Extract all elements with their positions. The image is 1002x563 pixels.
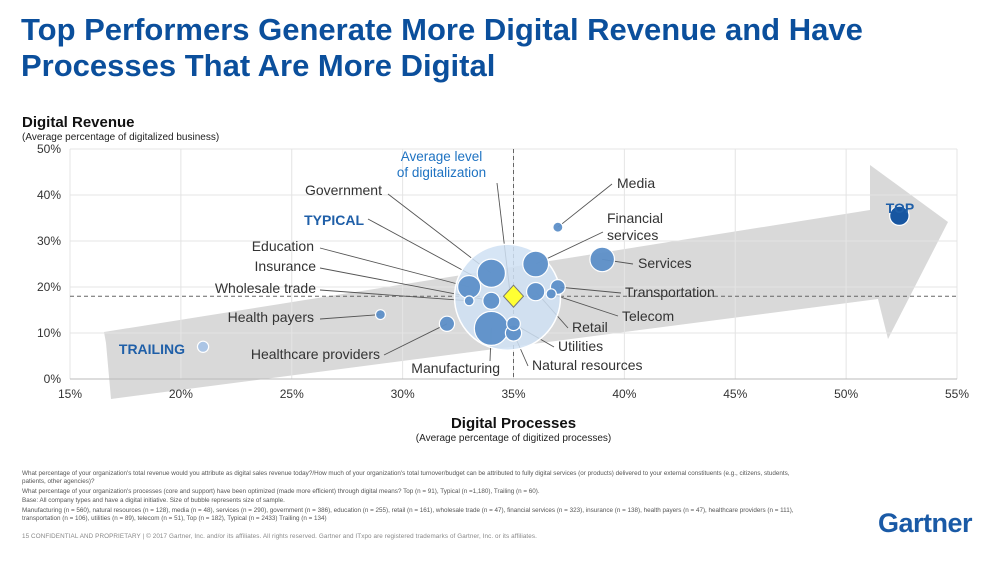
footnotes: What percentage of your organization's t… bbox=[22, 470, 802, 524]
x-axis-subtitle: (Average percentage of digitized process… bbox=[415, 433, 612, 444]
label-telecom: Telecom bbox=[622, 308, 674, 324]
label-wholesale-trade: Wholesale trade bbox=[215, 280, 316, 296]
bubble-services bbox=[589, 246, 616, 273]
footnote-samples: Manufacturing (n = 560), natural resourc… bbox=[22, 506, 794, 522]
x-axis-title: Digital Processes bbox=[450, 415, 577, 432]
y-tick-label: 0% bbox=[44, 372, 62, 386]
bubble-top bbox=[889, 205, 910, 226]
y-tick-label: 30% bbox=[37, 234, 61, 248]
label-natural-resources: Natural resources bbox=[532, 357, 643, 373]
typical-diamond bbox=[502, 284, 525, 308]
bubble-healthcare-providers bbox=[438, 315, 456, 332]
leader-health_payers bbox=[319, 314, 381, 320]
y-axis-title: Digital Revenue bbox=[22, 114, 135, 131]
footer-copyright: 15 CONFIDENTIAL AND PROPRIETARY | © 2017… bbox=[22, 533, 537, 540]
label-manufacturing: Manufacturing bbox=[411, 360, 500, 376]
gartner-logo: Gartner bbox=[877, 508, 973, 538]
y-tick-label: 20% bbox=[37, 280, 61, 294]
bubble-telecom bbox=[545, 288, 557, 300]
footnote-processes: What percentage of your organization's p… bbox=[22, 487, 540, 495]
label-typical: TYPICAL bbox=[304, 212, 364, 228]
bubble-media bbox=[552, 221, 564, 233]
label-healthcare-providers: Healthcare providers bbox=[251, 346, 380, 362]
y-tick-label: 40% bbox=[37, 188, 61, 202]
y-tick-label: 10% bbox=[37, 326, 61, 340]
label-transportation: Transportation bbox=[625, 284, 715, 300]
x-tick-label: 15% bbox=[58, 387, 82, 401]
bubble-health-payers bbox=[374, 309, 386, 321]
x-tick-label: 45% bbox=[723, 387, 747, 401]
label-health-payers: Health payers bbox=[228, 309, 314, 325]
bubble-wholesale-trade bbox=[463, 295, 475, 307]
x-tick-label: 20% bbox=[169, 387, 193, 401]
label-services: Services bbox=[638, 255, 692, 271]
bubble-government bbox=[476, 258, 507, 288]
bubble-trailing bbox=[196, 340, 210, 353]
label-government: Government bbox=[305, 182, 382, 198]
x-tick-label: 55% bbox=[945, 387, 969, 401]
leader-education bbox=[319, 247, 470, 288]
avg-label-line1: Average level bbox=[401, 149, 483, 164]
x-tick-label: 40% bbox=[612, 387, 636, 401]
bubble-financial-services bbox=[522, 250, 550, 278]
label-financial-1: Financial bbox=[607, 210, 663, 226]
label-education: Education bbox=[252, 238, 314, 254]
label-insurance: Insurance bbox=[255, 258, 317, 274]
bubble-education bbox=[457, 274, 482, 300]
avg-label-line2: of digitalization bbox=[397, 165, 486, 180]
footnote-base: Base: All company types and have a digit… bbox=[22, 497, 285, 504]
leader-telecom bbox=[551, 293, 619, 317]
label-utilities: Utilities bbox=[558, 338, 603, 354]
y-axis-subtitle: (Average percentage of digitalized busin… bbox=[22, 132, 220, 143]
bubble-insurance bbox=[482, 291, 501, 310]
bubble-retail bbox=[525, 281, 546, 302]
page-title: Top Performers Generate More Digital Rev… bbox=[21, 12, 863, 83]
label-trailing: TRAILING bbox=[119, 341, 185, 357]
leader-wholesale_trade bbox=[319, 289, 470, 302]
label-retail: Retail bbox=[572, 319, 608, 335]
x-tick-label: 35% bbox=[501, 387, 525, 401]
label-media: Media bbox=[617, 175, 655, 191]
x-tick-label: 30% bbox=[391, 387, 415, 401]
footnote-question: What percentage of your organization's t… bbox=[22, 470, 790, 485]
leader-media bbox=[557, 183, 613, 228]
leader-healthcare_providers bbox=[383, 323, 448, 356]
y-tick-label: 50% bbox=[37, 142, 61, 156]
leader-transportation bbox=[557, 286, 622, 294]
bubble-manufacturing bbox=[473, 310, 509, 346]
label-top: TOP bbox=[886, 200, 915, 216]
bubble-utilities bbox=[506, 316, 521, 332]
x-tick-label: 25% bbox=[280, 387, 304, 401]
label-financial-2: services bbox=[607, 227, 658, 243]
x-tick-label: 50% bbox=[834, 387, 858, 401]
